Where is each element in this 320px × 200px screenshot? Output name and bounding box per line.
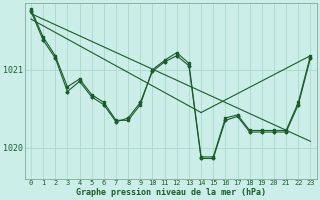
X-axis label: Graphe pression niveau de la mer (hPa): Graphe pression niveau de la mer (hPa) [76, 188, 266, 197]
